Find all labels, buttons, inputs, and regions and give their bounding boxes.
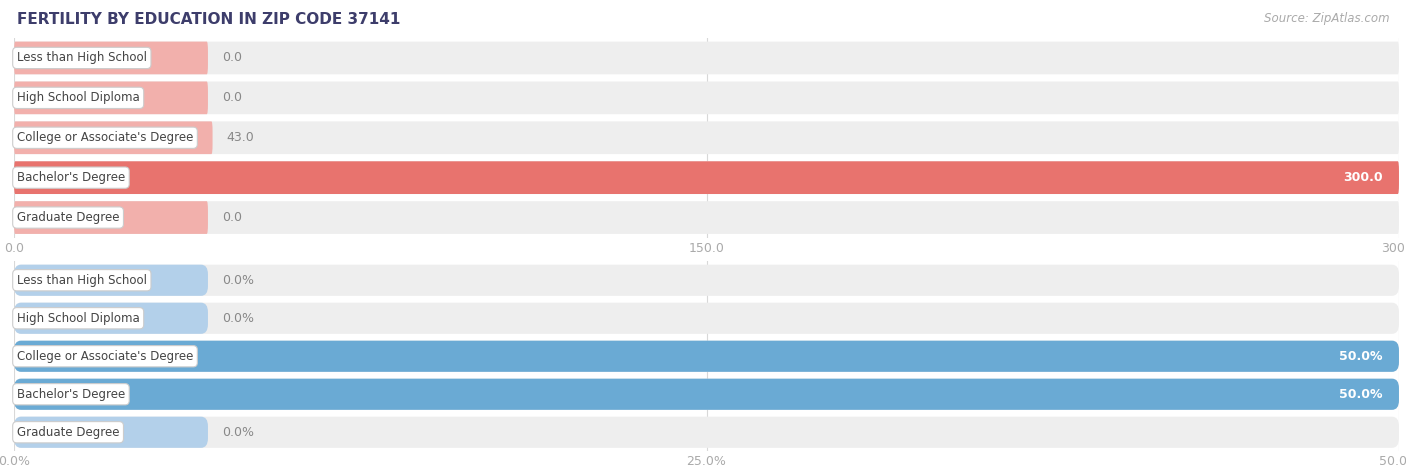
FancyBboxPatch shape: [14, 303, 1399, 334]
FancyBboxPatch shape: [14, 379, 1399, 410]
Text: Bachelor's Degree: Bachelor's Degree: [17, 171, 125, 184]
Text: High School Diploma: High School Diploma: [17, 91, 139, 104]
FancyBboxPatch shape: [14, 42, 208, 74]
FancyBboxPatch shape: [14, 341, 1399, 372]
Text: 43.0: 43.0: [226, 131, 254, 144]
FancyBboxPatch shape: [14, 201, 1399, 234]
FancyBboxPatch shape: [14, 122, 212, 154]
Text: Less than High School: Less than High School: [17, 51, 146, 65]
Text: 0.0: 0.0: [222, 91, 242, 104]
Text: Source: ZipAtlas.com: Source: ZipAtlas.com: [1264, 12, 1389, 25]
FancyBboxPatch shape: [14, 265, 208, 296]
Text: College or Associate's Degree: College or Associate's Degree: [17, 131, 193, 144]
Text: High School Diploma: High School Diploma: [17, 312, 139, 325]
FancyBboxPatch shape: [14, 417, 208, 448]
Text: 0.0%: 0.0%: [222, 312, 254, 325]
Text: 0.0%: 0.0%: [222, 426, 254, 439]
FancyBboxPatch shape: [14, 122, 1399, 154]
Text: Less than High School: Less than High School: [17, 274, 146, 287]
FancyBboxPatch shape: [14, 162, 1399, 194]
Text: FERTILITY BY EDUCATION IN ZIP CODE 37141: FERTILITY BY EDUCATION IN ZIP CODE 37141: [17, 12, 401, 27]
Text: 50.0%: 50.0%: [1339, 350, 1382, 363]
FancyBboxPatch shape: [14, 82, 1399, 114]
FancyBboxPatch shape: [14, 303, 208, 334]
Text: 50.0%: 50.0%: [1339, 388, 1382, 401]
Text: 300.0: 300.0: [1343, 171, 1382, 184]
FancyBboxPatch shape: [14, 42, 1399, 74]
FancyBboxPatch shape: [14, 341, 1399, 372]
FancyBboxPatch shape: [14, 379, 1399, 410]
Text: 0.0%: 0.0%: [222, 274, 254, 287]
Text: Bachelor's Degree: Bachelor's Degree: [17, 388, 125, 401]
Text: Graduate Degree: Graduate Degree: [17, 426, 120, 439]
FancyBboxPatch shape: [14, 201, 208, 234]
Text: 0.0: 0.0: [222, 51, 242, 65]
Text: Graduate Degree: Graduate Degree: [17, 211, 120, 224]
Text: College or Associate's Degree: College or Associate's Degree: [17, 350, 193, 363]
FancyBboxPatch shape: [14, 265, 1399, 296]
FancyBboxPatch shape: [14, 417, 1399, 448]
FancyBboxPatch shape: [14, 82, 208, 114]
FancyBboxPatch shape: [14, 162, 1399, 194]
Text: 0.0: 0.0: [222, 211, 242, 224]
